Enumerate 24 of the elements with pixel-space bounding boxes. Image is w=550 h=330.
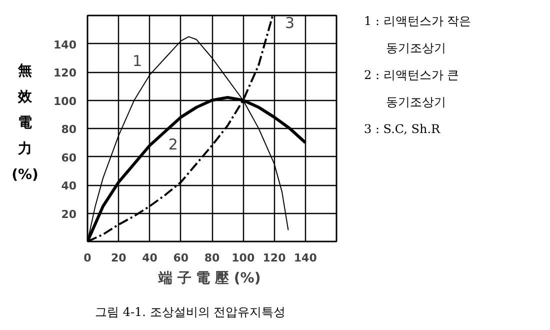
x-tick-label: 60: [173, 252, 189, 264]
x-tick-label: 40: [142, 252, 158, 264]
y-tick-label: 140: [54, 38, 77, 52]
text: 3 : S.C, Sh.R: [364, 122, 440, 136]
text: 2 : 리액턴스가 큰 동기조상기: [364, 68, 460, 109]
x-tick-label: 80: [204, 252, 220, 264]
x-tick-label: 100: [232, 252, 255, 264]
x-tick-label: 140: [294, 252, 318, 264]
x-tick-label: 0: [84, 252, 92, 264]
y-tick-label: 20: [61, 208, 77, 221]
annotation: 3: [285, 14, 295, 32]
annotation: 2: [168, 136, 178, 154]
caption: 그림 4-1. 조상설비의 전압유지특성: [95, 304, 286, 321]
x-tick-label: 120: [262, 252, 286, 264]
annotation: 1: [132, 52, 142, 70]
y-tick-label: 40: [61, 180, 77, 192]
y-axis-title: 無效電力(%): [12, 62, 38, 185]
y-tick-label: 100: [54, 94, 77, 108]
y-tick-label: 60: [61, 151, 77, 164]
y-tick-label: 80: [61, 123, 77, 136]
x-tick-label: 20: [110, 252, 127, 264]
x-axis-title: 端 子 電 壓 (%): [157, 270, 261, 286]
y-tick-label: 120: [54, 66, 77, 80]
text: 1 : 리액턴스가 작은 동기조상기: [364, 14, 472, 55]
